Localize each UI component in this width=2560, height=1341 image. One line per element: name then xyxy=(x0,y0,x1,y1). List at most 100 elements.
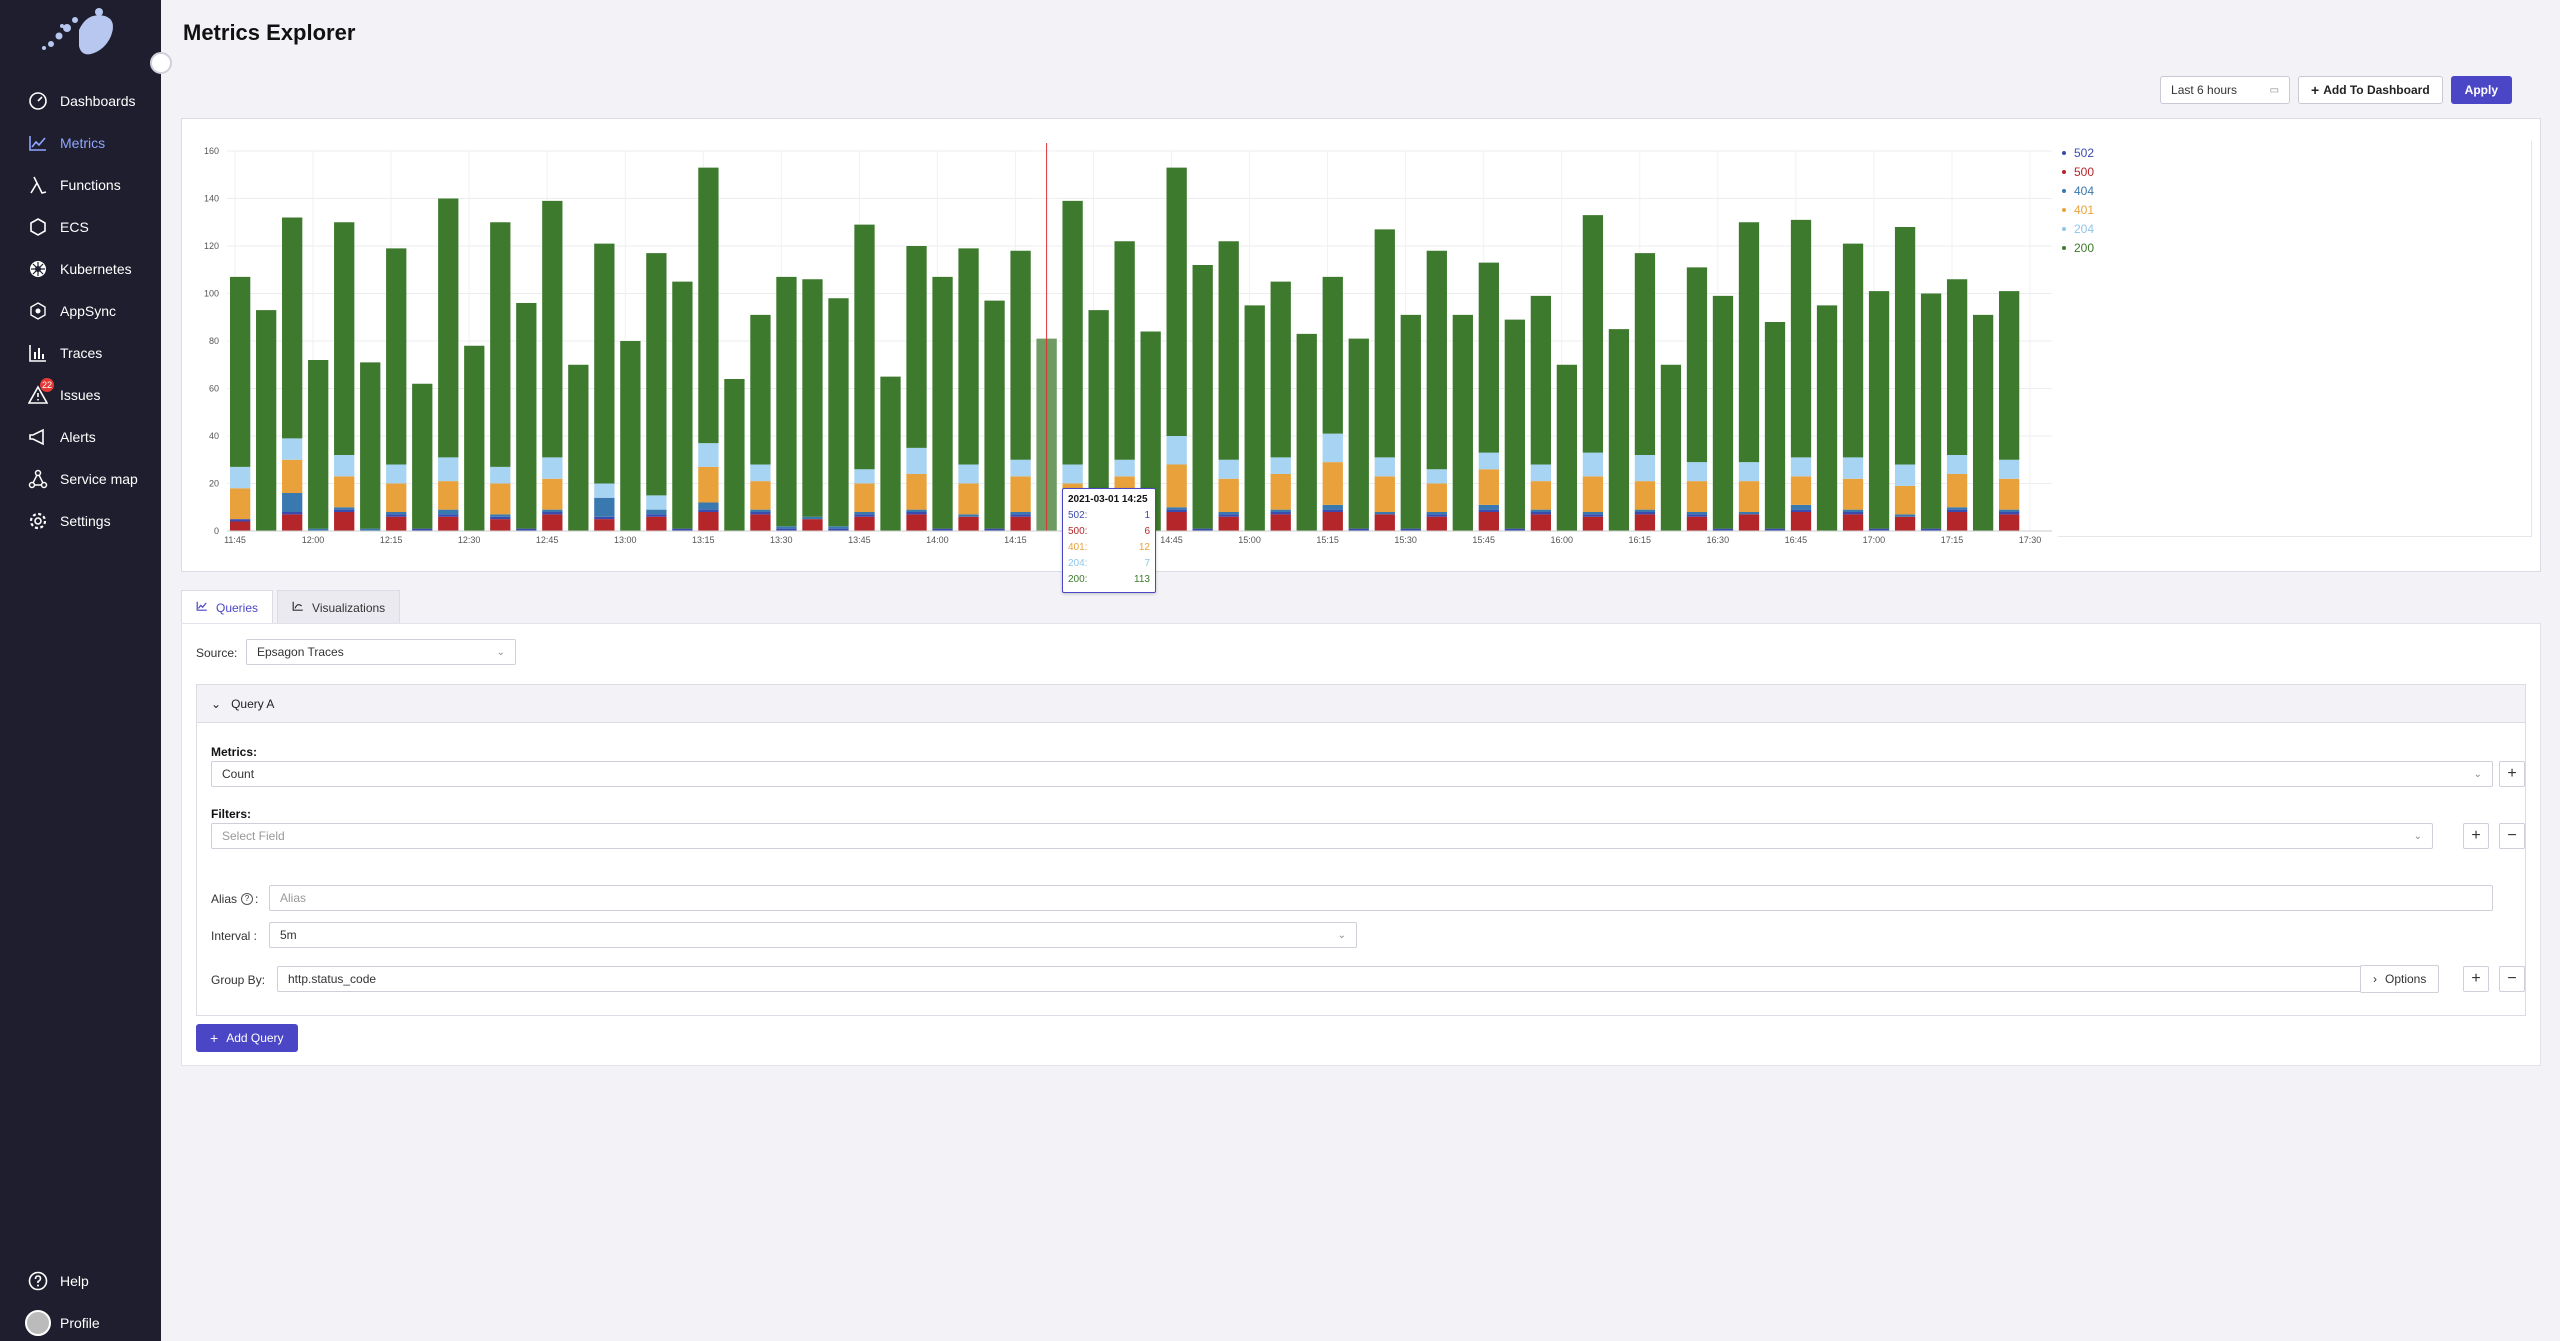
bar-segment-502 xyxy=(334,509,355,512)
sidebar-item-alerts[interactable]: Alerts xyxy=(0,416,161,458)
bar-segment-502 xyxy=(1634,512,1656,515)
bar-segment-200 xyxy=(1972,314,1994,531)
x-tick-label: 16:15 xyxy=(1629,535,1652,545)
bar-segment-502 xyxy=(1686,514,1708,517)
bar-segment-200 xyxy=(542,200,563,458)
tooltip-row-value: 1 xyxy=(1144,509,1150,521)
legend-item-401[interactable]: 401 xyxy=(2062,200,2094,219)
sidebar-item-kubernetes[interactable]: Kubernetes xyxy=(0,248,161,290)
bar-segment-204 xyxy=(750,464,771,482)
alias-input[interactable]: Alias xyxy=(269,885,2493,911)
metrics-select[interactable]: Count ⌄ xyxy=(211,761,2493,787)
filters-select[interactable]: Select Field ⌄ xyxy=(211,823,2433,849)
legend-item-500[interactable]: 500 xyxy=(2062,162,2094,181)
legend-item-404[interactable]: 404 xyxy=(2062,181,2094,200)
bar-segment-502 xyxy=(1712,528,1734,531)
sidebar-item-metrics[interactable]: Metrics xyxy=(0,122,161,164)
sidebar-item-ecs[interactable]: ECS xyxy=(0,206,161,248)
tab-queries[interactable]: Queries xyxy=(181,590,274,624)
bar-segment-200 xyxy=(932,276,953,529)
bar-segment-204 xyxy=(1582,452,1604,477)
bar-segment-401 xyxy=(1634,481,1656,510)
bar-segment-404 xyxy=(1946,507,1968,510)
sidebar-item-help[interactable]: Help xyxy=(0,1260,161,1302)
bar-segment-502 xyxy=(516,528,537,531)
bar-segment-500 xyxy=(958,516,979,531)
tab-visualizations[interactable]: Visualizations xyxy=(277,590,401,624)
bar-segment-200 xyxy=(1842,243,1864,458)
add-filter-button[interactable]: + xyxy=(2463,823,2489,849)
sidebar-item-issues[interactable]: 22 Issues xyxy=(0,374,161,416)
x-tick-label: 16:00 xyxy=(1550,535,1573,545)
bar-segment-500 xyxy=(1998,514,2020,531)
sidebar-item-service-map[interactable]: Service map xyxy=(0,458,161,500)
source-select[interactable]: Epsagon Traces ⌄ xyxy=(246,639,516,665)
bar-segment-204 xyxy=(1114,459,1135,477)
remove-filter-button[interactable]: − xyxy=(2499,823,2525,849)
add-group-by-button[interactable]: + xyxy=(2463,966,2489,992)
query-header[interactable]: ⌄ Query A xyxy=(197,685,2525,723)
add-metric-button[interactable]: + xyxy=(2499,761,2525,787)
add-query-button[interactable]: + Add Query xyxy=(196,1024,298,1052)
bar-segment-500 xyxy=(1738,514,1760,531)
remove-group-by-button[interactable]: − xyxy=(2499,966,2525,992)
bar-segment-200 xyxy=(1374,229,1395,458)
sidebar-item-appsync[interactable]: AppSync xyxy=(0,290,161,332)
bar-segment-200 xyxy=(1270,281,1291,458)
x-tick-label: 13:15 xyxy=(692,535,715,545)
bar-segment-200 xyxy=(1790,219,1812,458)
megaphone-icon xyxy=(28,427,48,447)
sidebar-item-functions[interactable]: Functions xyxy=(0,164,161,206)
bar-segment-204 xyxy=(1270,457,1291,474)
bar-segment-200 xyxy=(828,298,849,527)
bar-segment-404 xyxy=(1998,509,2020,512)
bar-segment-404 xyxy=(542,509,563,512)
page-title: Metrics Explorer xyxy=(183,20,356,45)
bar-segment-200 xyxy=(698,167,719,444)
sidebar-collapse-handle[interactable] xyxy=(150,52,172,74)
tab-label: Visualizations xyxy=(312,600,386,615)
interval-select[interactable]: 5m ⌄ xyxy=(269,922,1357,948)
bar-segment-404 xyxy=(698,502,719,510)
legend-item-204[interactable]: 204 xyxy=(2062,219,2094,238)
bar-segment-502 xyxy=(776,528,797,531)
group-by-label: Group By: xyxy=(211,973,266,987)
sidebar-item-label: AppSync xyxy=(60,303,117,319)
sidebar-item-settings[interactable]: Settings xyxy=(0,500,161,542)
bar-segment-204 xyxy=(1478,452,1499,470)
bar-segment-204 xyxy=(1322,433,1343,463)
legend-item-502[interactable]: 502 xyxy=(2062,143,2094,162)
alias-label: Alias xyxy=(211,892,238,906)
legend-panel xyxy=(2058,141,2532,537)
alias-label-group: Alias ? : xyxy=(211,892,258,906)
bar-segment-502 xyxy=(906,512,927,515)
epsagon-logo[interactable] xyxy=(35,6,121,60)
bar-segment-401 xyxy=(958,483,979,515)
bar-segment-401 xyxy=(1218,478,1239,512)
help-circle-icon[interactable]: ? xyxy=(241,893,254,905)
bar-segment-404 xyxy=(1166,507,1187,510)
options-button[interactable]: › Options xyxy=(2360,965,2440,993)
legend-dot xyxy=(2062,207,2066,212)
bar-segment-200 xyxy=(1400,314,1421,529)
sidebar-item-label: Issues xyxy=(60,387,101,403)
sidebar-item-traces[interactable]: Traces xyxy=(0,332,161,374)
time-range-select[interactable]: Last 6 hours ▭ xyxy=(2160,76,2291,104)
sidebar-item-label: Metrics xyxy=(60,135,106,151)
apply-button[interactable]: Apply xyxy=(2450,76,2512,104)
x-tick-label: 13:00 xyxy=(614,535,637,545)
bar-segment-200 xyxy=(1088,310,1109,531)
group-by-select-full[interactable]: http.status_code ⌄ xyxy=(277,966,2432,992)
bar-segment-200 xyxy=(1140,331,1161,531)
bar-segment-502 xyxy=(750,512,771,515)
bar-segment-404 xyxy=(854,512,875,515)
add-to-dashboard-button[interactable]: + Add To Dashboard xyxy=(2298,76,2443,104)
bar-segment-204 xyxy=(542,457,563,479)
sidebar-item-profile[interactable]: Profile xyxy=(0,1302,161,1341)
bar-segment-502 xyxy=(438,514,459,517)
editor-tabs: Queries Visualizations xyxy=(181,590,404,624)
bar-segment-502 xyxy=(646,514,667,517)
legend-item-200[interactable]: 200 xyxy=(2062,238,2094,257)
sidebar-item-dashboards[interactable]: Dashboards xyxy=(0,80,161,122)
status-code-bar-chart[interactable]: 0 20 40 60 80 100 120 140 160 11:45 12:00 12:15 12:3… xyxy=(182,119,2262,573)
